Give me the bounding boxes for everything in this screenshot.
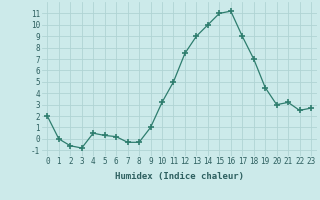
- X-axis label: Humidex (Indice chaleur): Humidex (Indice chaleur): [115, 172, 244, 181]
